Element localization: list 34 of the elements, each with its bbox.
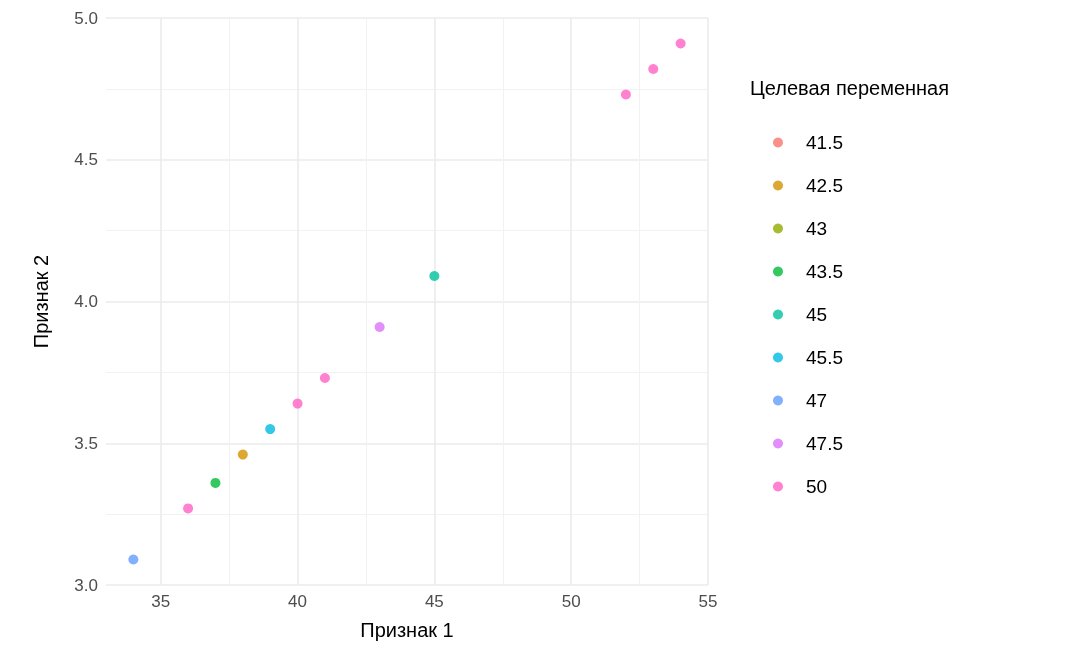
legend-label: 45.5 [806, 347, 843, 368]
point [292, 398, 303, 409]
y-tick-label: 3.5 [74, 433, 98, 453]
point [210, 477, 221, 488]
legend-title: Целевая переменная [750, 77, 950, 99]
y-tick-label: 3.0 [74, 575, 98, 595]
legend-label: 47 [806, 390, 828, 411]
point [675, 38, 686, 49]
y-tick-label: 4.5 [74, 150, 98, 170]
x-axis-title: Признак 1 [360, 619, 454, 641]
point [620, 89, 631, 100]
point [237, 449, 248, 460]
y-tick-label: 4.0 [74, 292, 98, 311]
legend-label: 43.5 [806, 261, 843, 282]
legend-label: 47.5 [806, 433, 843, 454]
point [265, 424, 276, 435]
x-tick-label: 50 [561, 592, 581, 611]
point [128, 554, 139, 565]
point [319, 373, 330, 384]
x-tick-label: 40 [288, 592, 308, 611]
point [429, 270, 440, 281]
point [183, 503, 194, 514]
x-tick-label: 35 [151, 592, 171, 611]
y-tick-label: 5.0 [74, 8, 98, 28]
legend-label: 42.5 [806, 175, 843, 196]
legend-label: 41.5 [806, 132, 843, 153]
legend-label: 45 [806, 304, 828, 325]
legend-label: 50 [806, 476, 828, 497]
point [648, 64, 659, 75]
x-tick-label: 45 [424, 592, 444, 611]
x-tick-label: 55 [698, 592, 718, 611]
point [374, 322, 385, 333]
legend-label: 43 [806, 218, 828, 239]
y-axis-title: Признак 2 [30, 254, 52, 349]
